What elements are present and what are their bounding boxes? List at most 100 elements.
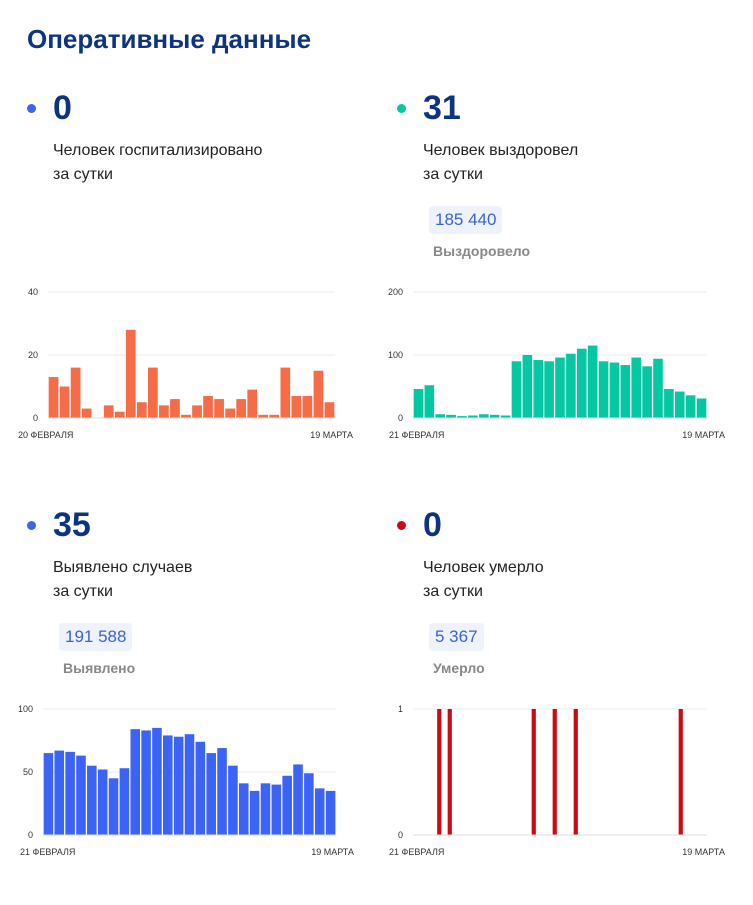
bar <box>43 753 54 835</box>
bar <box>457 416 467 418</box>
bar <box>192 405 202 418</box>
x-start-label: 21 ФЕВРАЛЯ <box>389 847 444 857</box>
deaths-description: Человек умерло за сутки <box>423 556 544 604</box>
bar <box>217 748 227 835</box>
bar <box>148 367 158 418</box>
bar <box>674 391 685 418</box>
bar <box>103 405 114 418</box>
cases-description: Выявлено случаев за сутки <box>53 556 192 604</box>
bar <box>141 730 151 835</box>
bar <box>587 345 598 418</box>
bar <box>566 353 576 418</box>
y-tick-label: 100 <box>18 704 33 714</box>
bar <box>159 405 169 418</box>
bar <box>247 389 258 418</box>
cases-value: 35 <box>53 506 91 544</box>
x-start-label: 21 ФЕВРАЛЯ <box>20 847 75 857</box>
deaths-desc-line2: за сутки <box>423 583 483 600</box>
card-deaths: 0 Человек умерло за сутки 5 367 Умерло <box>397 505 747 905</box>
cases-dot <box>27 521 36 530</box>
bar <box>214 399 224 418</box>
bar <box>195 741 206 835</box>
deaths-dot <box>397 521 406 530</box>
bar <box>181 414 191 418</box>
bar <box>206 753 216 835</box>
bar <box>413 389 424 418</box>
bar <box>544 361 554 418</box>
y-tick-label: 0 <box>398 413 403 423</box>
hospitalized-desc-line1: Человек госпитализировано <box>53 142 263 159</box>
bar <box>685 395 696 418</box>
bar <box>552 709 557 835</box>
card-recovered: 31 Человек выздоровел за сутки 185 440 В… <box>397 88 747 488</box>
bar <box>238 783 249 835</box>
bar <box>446 414 456 418</box>
hospitalized-dot <box>27 104 36 113</box>
bar <box>271 784 282 835</box>
recovered-desc-line2: за сутки <box>423 166 483 183</box>
bar <box>119 768 130 835</box>
bar <box>437 709 442 835</box>
y-tick-label: 0 <box>28 830 33 840</box>
bar <box>642 366 652 418</box>
recovered-total: 185 440 <box>429 206 503 234</box>
bar <box>511 361 522 418</box>
bar <box>304 773 314 835</box>
bar <box>696 398 707 418</box>
cases-total-label: Выявлено <box>63 660 136 676</box>
bar <box>184 734 195 835</box>
card-hospitalized: 0 Человек госпитализировано за сутки <box>27 88 377 488</box>
bar <box>522 355 533 418</box>
bar <box>291 395 302 418</box>
x-end-label: 19 МАРТА <box>311 847 354 857</box>
deaths-total-label: Умерло <box>433 660 485 676</box>
bar <box>609 362 620 418</box>
bar <box>114 411 125 418</box>
bar <box>228 765 238 835</box>
y-tick-label: 100 <box>388 350 403 360</box>
bar <box>424 385 435 418</box>
bar <box>163 735 173 835</box>
y-tick-label: 200 <box>388 287 403 297</box>
bar <box>225 408 235 418</box>
bar <box>447 709 452 835</box>
deaths-total: 5 367 <box>429 623 484 651</box>
y-tick-label: 0 <box>398 830 403 840</box>
bar <box>531 709 536 835</box>
bar <box>97 769 108 835</box>
bar <box>76 755 86 835</box>
bar <box>573 709 578 835</box>
bar <box>87 765 97 835</box>
bar <box>468 415 478 418</box>
cases-desc-line2: за сутки <box>53 583 113 600</box>
bar <box>54 750 65 835</box>
hospitalized-value: 0 <box>53 89 72 127</box>
bar <box>302 395 313 418</box>
bar <box>576 348 587 418</box>
bar <box>173 736 184 835</box>
bar <box>170 399 180 418</box>
bar <box>678 709 683 835</box>
bar <box>260 783 271 835</box>
bar <box>631 357 642 418</box>
bar <box>533 360 544 418</box>
recovered-desc-line1: Человек выздоровел <box>423 142 579 159</box>
page-title: Оперативные данные <box>27 24 312 54</box>
deaths-desc-line1: Человек умерло <box>423 559 544 576</box>
bar <box>664 389 674 418</box>
bar <box>70 367 81 418</box>
cases-desc-line1: Выявлено случаев <box>53 559 193 576</box>
deaths-value: 0 <box>423 506 442 544</box>
bar <box>280 367 291 418</box>
bar <box>435 414 446 418</box>
bar <box>203 395 213 418</box>
x-end-label: 19 МАРТА <box>682 430 725 440</box>
bar <box>653 358 663 418</box>
bar <box>249 790 260 835</box>
x-start-label: 21 ФЕВРАЛЯ <box>389 430 444 440</box>
y-tick-label: 20 <box>28 350 38 360</box>
bar <box>620 365 631 418</box>
